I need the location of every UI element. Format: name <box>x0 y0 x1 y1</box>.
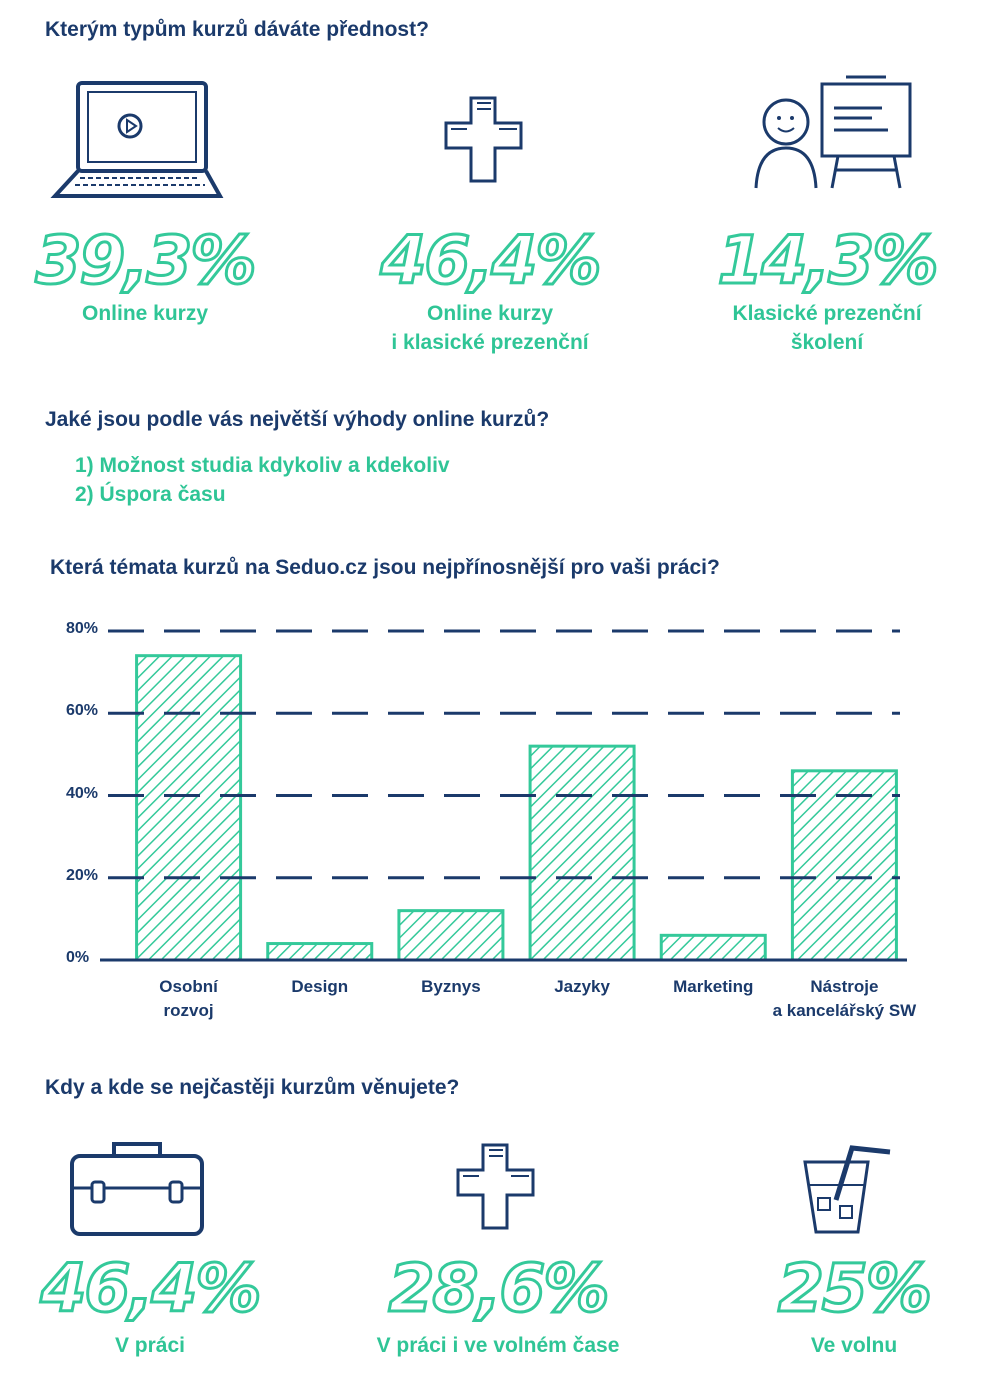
stat-work-and-free: 28,6% V práci i ve volném čase <box>348 1249 648 1360</box>
bar-3 <box>528 744 636 962</box>
stat-label: Online kurzy <box>81 302 209 325</box>
stat-label: V práci <box>114 1334 186 1357</box>
bar-5 <box>790 769 898 962</box>
stat-label: Klasické prezenční <box>732 302 922 325</box>
stat-label-line2: i klasické prezenční <box>391 331 589 354</box>
y-tick-label: 20% <box>66 866 99 884</box>
x-tick-label-line: rozvoj <box>163 1001 214 1020</box>
bar-2 <box>397 909 505 962</box>
y-tick-label: 60% <box>66 702 99 720</box>
drink-icon <box>803 1145 891 1234</box>
stat-value: 46,4% <box>379 221 603 301</box>
x-tick-label: Jazyky <box>492 975 672 999</box>
advantage-item: 2) Úspora času <box>75 483 226 506</box>
x-tick-label: Byznys <box>361 975 541 999</box>
x-tick-label-line: Osobní <box>159 977 218 996</box>
stat-free-time: 25% Ve volnu <box>704 1249 1001 1360</box>
stat-value: 28,6% <box>387 1249 611 1329</box>
stat-label: Online kurzy <box>426 302 554 325</box>
stat-value: 14,3% <box>716 221 940 301</box>
x-tick-label: Nástroje a kancelářský SW <box>754 975 934 1023</box>
x-tick-label-line: Design <box>291 977 349 996</box>
x-tick-label: Osobní rozvoj <box>99 975 279 1023</box>
plus-icon <box>444 96 523 183</box>
stat-label: Ve volnu <box>810 1334 898 1357</box>
y-tick-label: 40% <box>66 784 99 802</box>
question-advantages: Jaké jsou podle vás největší výhody onli… <box>45 408 550 431</box>
x-tick-label-line: Nástroje <box>810 977 879 996</box>
x-tick-label-line: Byznys <box>421 977 481 996</box>
advantage-item: 1) Možnost studia kdykoliv a kdekoliv <box>75 454 450 477</box>
stat-label-line2: školení <box>790 331 864 354</box>
laptop-icon <box>50 81 224 198</box>
bar-4 <box>659 933 767 962</box>
plus-icon <box>456 1143 535 1230</box>
x-tick-label-line: a kancelářský SW <box>772 1001 917 1020</box>
x-tick-label-line: Jazyky <box>554 977 610 996</box>
stat-both: 46,4% Online kurzy i klasické prezenční <box>340 221 640 357</box>
stat-value: 39,3% <box>34 221 258 301</box>
y-tick-label: 0% <box>66 949 90 966</box>
question-course-type: Kterým typům kurzů dáváte přednost? <box>45 18 429 41</box>
y-tick-label: 80% <box>66 620 99 637</box>
stat-online: 39,3% Online kurzy <box>0 221 295 328</box>
stat-at-work: 46,4% V práci <box>0 1249 300 1360</box>
stat-value: 46,4% <box>39 1249 263 1329</box>
bar-1 <box>266 942 374 962</box>
x-tick-label-line: Marketing <box>673 977 754 996</box>
bar-0 <box>135 654 243 962</box>
presenter-icon <box>754 75 912 189</box>
x-tick-label: Marketing <box>623 975 803 999</box>
chart-title: Která témata kurzů na Seduo.cz jsou nejp… <box>50 556 720 579</box>
x-tick-label: Design <box>230 975 410 999</box>
stat-classic: 14,3% Klasické prezenční školení <box>677 221 977 357</box>
stat-value: 25% <box>777 1249 934 1329</box>
briefcase-icon <box>70 1142 204 1236</box>
question-when-where: Kdy a kde se nejčastěji kurzům věnujete? <box>45 1076 460 1099</box>
stat-label: V práci i ve volném čase <box>376 1334 620 1357</box>
